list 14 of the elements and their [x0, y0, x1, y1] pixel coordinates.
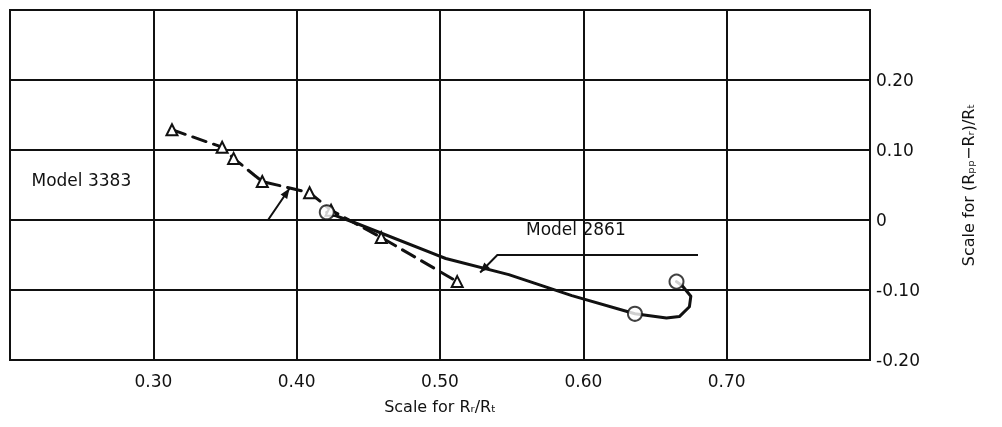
text: Model 3383	[31, 170, 132, 190]
y-tick-label: 0.10	[876, 140, 914, 160]
text: Model 2861	[526, 219, 626, 239]
y-tick-label: 0	[876, 210, 887, 230]
y-tick-label: -0.20	[876, 350, 920, 370]
x-tick-label: 0.40	[277, 370, 316, 391]
y-tick-label: 0.20	[876, 70, 914, 90]
y-axis-title: Scale for (Rₚₚ−Rᵣ)/Rₜ	[958, 103, 978, 267]
x-tick-label: 0.60	[564, 370, 603, 391]
x-axis-title: Scale for Rᵣ/Rₜ	[384, 396, 496, 416]
x-tick-label: 0.70	[707, 370, 746, 391]
x-tick-label: 0.30	[134, 370, 173, 391]
y-tick-label: -0.10	[876, 280, 920, 300]
x-tick-label: 0.50	[421, 370, 459, 391]
